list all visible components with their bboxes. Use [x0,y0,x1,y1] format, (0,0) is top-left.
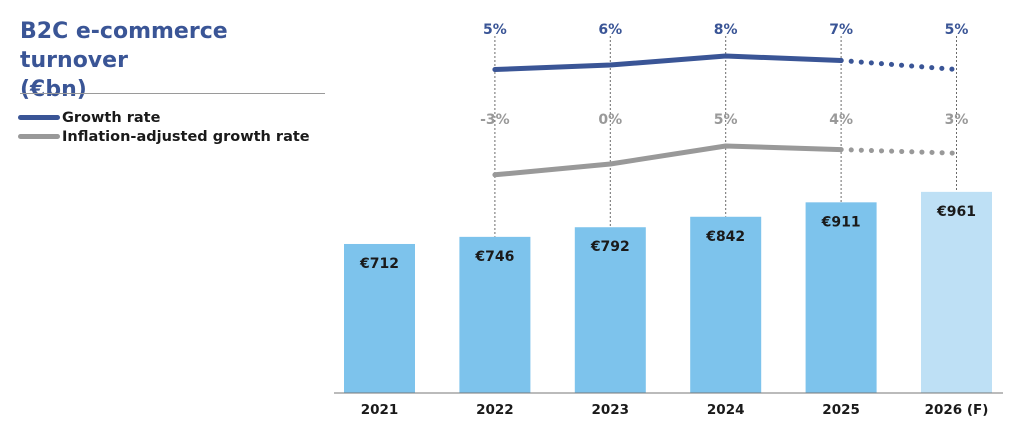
legend-label-inflation: Inflation-adjusted growth rate [62,128,310,145]
growth-rate-line-solid [492,53,844,72]
inflation-adjusted-label: 3% [945,112,969,128]
growth-rate-label: 5% [945,22,969,38]
title-divider [20,93,325,94]
bar-2025 [805,202,877,393]
bar-2023 [574,227,646,393]
bar-value-label: €842 [705,229,745,245]
legend: Growth rate Inflation-adjusted growth ra… [18,108,310,146]
bar-2022 [459,236,531,393]
x-tick-label: 2022 [476,402,514,418]
x-tick-label: 2026 (F) [925,402,989,418]
legend-label-growth: Growth rate [62,109,161,126]
legend-item-inflation: Inflation-adjusted growth rate [18,127,310,146]
chart-title: B2C e-commerce turnover (€bn) [20,17,340,104]
inflation-adjusted-label: 5% [714,112,738,128]
legend-swatch-inflation [18,134,60,139]
inflation-adjusted-line-solid [492,143,844,178]
inflation-adjusted-label: -3% [480,112,510,128]
bar-value-label: €911 [821,214,861,230]
x-tick-label: 2025 [822,402,860,418]
legend-swatch-growth [18,115,60,120]
bar-2026f [921,191,992,393]
x-tick-label: 2021 [361,402,399,418]
growth-rate-line-forecast [838,58,959,72]
bar-value-label: €746 [474,249,514,265]
bar-2024 [690,216,762,393]
legend-item-growth: Growth rate [18,108,310,127]
bar-value-label: €961 [936,204,976,220]
bars [334,191,1003,394]
x-tick-label: 2024 [707,402,745,418]
bar-value-label: €792 [590,239,630,255]
inflation-adjusted-line-forecast [838,147,959,156]
bar-value-label: €712 [359,256,399,272]
growth-rate-label: 7% [829,22,853,38]
inflation-adjusted-label: 4% [829,112,853,128]
labels: €712 2021 €746 2022 €792 2023 €842 2024 €911 2025… [359,22,988,418]
chart-title-line-1: B2C e-commerce turnover [20,19,228,73]
x-tick-label: 2023 [592,402,630,418]
growth-rate-label: 6% [598,22,622,38]
chart-title-line-2: (€bn) [20,77,87,102]
growth-rate-label: 8% [714,22,738,38]
series-lines [492,53,959,178]
inflation-adjusted-label: 0% [598,112,622,128]
bar-2021 [344,243,415,393]
growth-rate-label: 5% [483,22,507,38]
